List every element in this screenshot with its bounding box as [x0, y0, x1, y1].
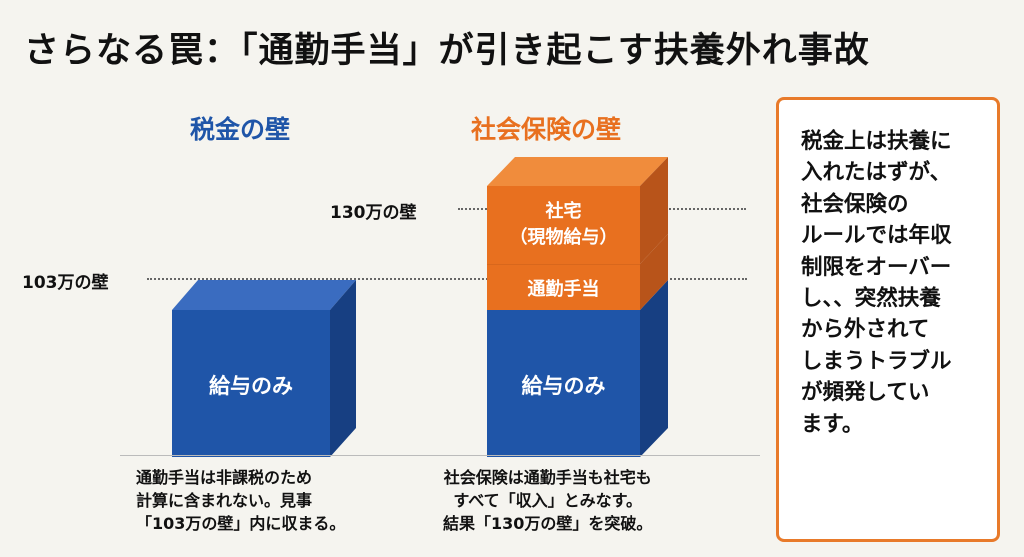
right-commute-box-side — [640, 234, 668, 310]
page-title: さらなる罠：「通勤手当」が引き起こす扶養外れ事故 — [24, 31, 870, 71]
explanation-note: 税金上は扶養に 入れたはずが、 社会保険の ルールでは年収 制限をオーバー し、… — [776, 97, 1000, 542]
right-housing-box-top — [487, 157, 668, 186]
social-insurance-wall-heading: 社会保険の壁 — [471, 115, 622, 144]
right-salary-box — [487, 280, 668, 457]
wall-130-label: 130万の壁 — [330, 203, 417, 223]
right-salary-box-label: 給与のみ — [521, 374, 606, 398]
left-caption: 通勤手当は非課税のため 計算に含まれない。見事 「103万の壁」内に収まる。 — [136, 468, 346, 533]
wall-103-label: 103万の壁 — [22, 273, 109, 293]
right-commute-box-label: 通勤手当 — [527, 279, 600, 300]
left-salary-box — [172, 280, 356, 457]
left-salary-box-label: 給与のみ — [209, 374, 293, 398]
right-housing-box-side — [640, 157, 668, 264]
diagram-baseline — [120, 455, 760, 456]
right-salary-box-side — [640, 280, 668, 457]
left-salary-box-top — [172, 280, 356, 310]
tax-wall-heading: 税金の壁 — [190, 115, 291, 144]
wall-103-line — [147, 278, 747, 280]
right-housing-box-label: 社宅 （現物給与） — [509, 201, 618, 248]
right-caption: 社会保険は通勤手当も社宅も すべて「収入」とみなす。 結果「130万の壁」を突破… — [443, 468, 653, 533]
left-salary-box-side — [330, 280, 356, 457]
